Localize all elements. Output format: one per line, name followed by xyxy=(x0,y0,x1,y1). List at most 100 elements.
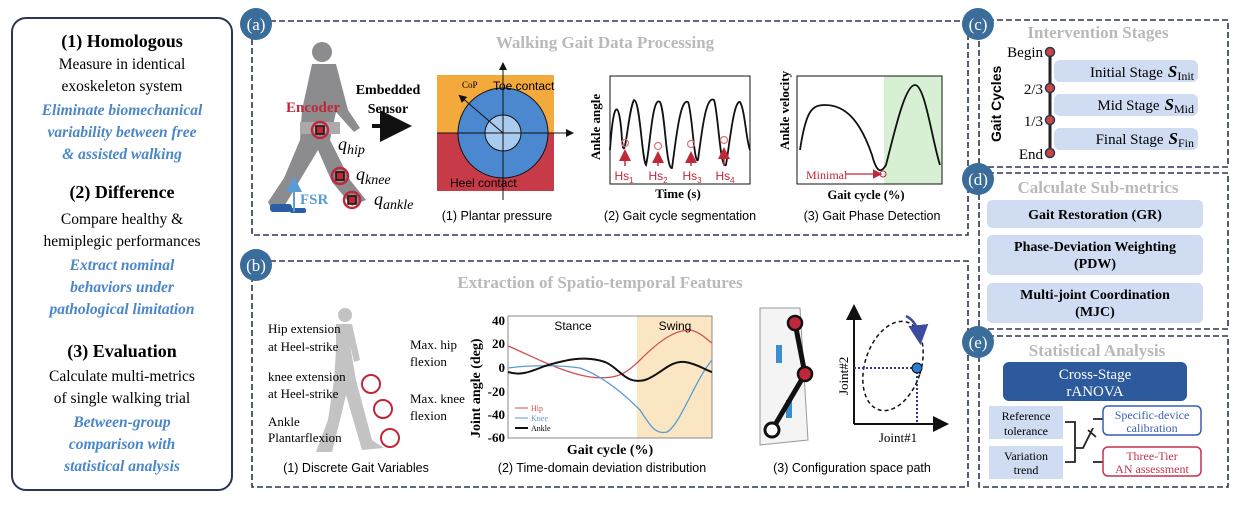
ankle-series xyxy=(507,357,713,382)
metric-label: Gait Restoration (GR) xyxy=(1028,208,1162,223)
evaluation-title: (3) Evaluation xyxy=(67,341,177,362)
tick-2-3: 2/3 xyxy=(1024,82,1043,98)
caption: (2) Time-domain deviation distribution xyxy=(498,461,706,475)
caption: (1) Discrete Gait Variables xyxy=(283,461,429,475)
anova-box xyxy=(1003,362,1187,401)
ankle-angle-ylabel: Ankle angle xyxy=(588,94,603,160)
metric-gr xyxy=(987,200,1203,228)
badge-label: (a) xyxy=(247,15,266,34)
knee-series xyxy=(507,359,713,434)
badge-label: (c) xyxy=(969,15,988,34)
panel-title: Intervention Stages xyxy=(1027,23,1169,42)
highlight-line: Between-group xyxy=(72,414,171,431)
ankle-angle-plot xyxy=(609,75,751,185)
caption: (3) Gait Phase Detection xyxy=(804,209,941,223)
encoder-label: Encoder xyxy=(286,100,341,116)
y-axis-label: Joint angle (deg) xyxy=(469,338,484,438)
discrete-variable-labels: Hip extension at Heel-strike knee extens… xyxy=(268,321,465,445)
configuration-space-plot xyxy=(846,304,949,432)
highlight-line: behaviors under xyxy=(70,279,175,296)
variable-label: flexion xyxy=(410,408,447,423)
badge-label: (d) xyxy=(968,170,988,189)
anova-label: Cross-Stage xyxy=(1059,367,1132,383)
stage-label: Initial Stage SInit xyxy=(1090,62,1195,83)
ref-label: tolerance xyxy=(1004,424,1048,438)
caption: (3) Configuration space path xyxy=(773,461,931,475)
anova-label: rANOVA xyxy=(1066,384,1123,400)
swing-label: Swing xyxy=(659,319,692,333)
q-knee-label: qknee xyxy=(356,164,391,188)
caption: (2) Gait cycle segmentation xyxy=(604,209,756,223)
stage-label: Final Stage SFin xyxy=(1096,129,1194,150)
rotation-arrow-icon xyxy=(905,314,929,345)
heel-contact-label: Heel contact xyxy=(450,176,517,190)
legend-ankle: Ankle xyxy=(531,424,551,433)
metric-pdw xyxy=(987,235,1203,275)
text-line: hemiplegic performances xyxy=(43,233,200,250)
text-line: Measure in identical xyxy=(59,56,186,73)
variable-label: Ankle xyxy=(268,414,300,429)
metric-label: (PDW) xyxy=(1074,257,1116,272)
hs-label: Hs3 xyxy=(682,169,702,185)
left-summary-panel: (1) Homologous Measure in identical exos… xyxy=(11,17,233,491)
cop-label: CoP xyxy=(462,80,478,90)
highlight-line: Eliminate biomechanical xyxy=(41,102,203,119)
y-tick: 40 xyxy=(492,313,505,328)
toe-contact-label: Toe contact xyxy=(493,79,555,93)
leg-linkage-illustration xyxy=(759,307,814,446)
highlight-line: variability between free xyxy=(48,124,197,141)
variable-label: knee extension xyxy=(268,369,346,384)
q-ankle-label: qankle xyxy=(374,189,413,213)
minimal-label: Minimal xyxy=(806,168,848,182)
trend-label: trend xyxy=(1014,463,1039,477)
legend-knee: Knee xyxy=(531,414,548,423)
metric-label: Phase-Deviation Weighting xyxy=(1014,240,1176,255)
stance-label: Stance xyxy=(554,319,592,333)
text-line: of single walking trial xyxy=(54,390,190,407)
panel-title: Walking Gait Data Processing xyxy=(496,33,715,52)
walker-exoskeleton-illustration xyxy=(268,42,366,213)
tick-begin: Begin xyxy=(1007,45,1043,61)
joint2-label: Joint#2 xyxy=(836,357,851,395)
embedded-sensor-label: Sensor xyxy=(368,102,408,117)
calibration-box xyxy=(1102,405,1202,436)
gait-silhouette xyxy=(316,308,400,452)
variation-trend-box xyxy=(989,446,1063,479)
badge-label: (e) xyxy=(969,333,988,352)
gait-cycles-axis-label: Gait Cycles xyxy=(988,66,1004,142)
badge-label: (b) xyxy=(246,256,266,275)
panel-a: (a) Walking Gait Data Processing Encoder… xyxy=(240,8,969,236)
highlight-line: Extract nominal xyxy=(69,257,175,274)
y-tick: -20 xyxy=(488,384,505,399)
hs-label: Hs1 xyxy=(614,169,634,185)
stage-label: Mid Stage SMid xyxy=(1097,95,1194,116)
tier-label: Three-Tier xyxy=(1126,449,1178,463)
ankle-velocity-plot xyxy=(796,75,943,185)
variable-label: Hip extension xyxy=(268,321,341,336)
variable-label: Plantarflexion xyxy=(268,430,342,445)
three-tier-box xyxy=(1102,446,1202,477)
highlight-line: pathological limitation xyxy=(47,301,194,318)
panel-c: (c) Intervention Stages Gait Cycles Begi… xyxy=(962,8,1229,168)
variable-label: at Heel-strike xyxy=(268,386,339,401)
calib-label: calibration xyxy=(1126,421,1177,435)
hs-label: Hs2 xyxy=(648,169,668,185)
ref-label: Reference xyxy=(1002,409,1051,423)
y-tick: -60 xyxy=(488,430,505,445)
panel-title: Extraction of Spatio-temporal Features xyxy=(457,273,743,292)
homologous-title: (1) Homologous xyxy=(61,31,183,52)
stage-mid xyxy=(1054,94,1198,116)
tier-label: AN assessment xyxy=(1115,462,1189,476)
switch-connector xyxy=(1065,418,1103,463)
stage-final xyxy=(1054,128,1198,150)
q-hip-label: qhip xyxy=(338,134,365,158)
gait-cycle-xlabel: Gait cycle (%) xyxy=(827,188,904,202)
caption: (1) Plantar pressure xyxy=(442,209,553,223)
plantar-pressure-diagram xyxy=(437,62,574,200)
panel-d: (d) Calculate Sub-metrics Gait Restorati… xyxy=(962,163,1229,330)
difference-title: (2) Difference xyxy=(69,182,174,203)
highlight-line: statistical analysis xyxy=(63,458,180,475)
trend-label: Variation xyxy=(1004,449,1048,463)
time-xlabel: Time (s) xyxy=(655,186,701,201)
